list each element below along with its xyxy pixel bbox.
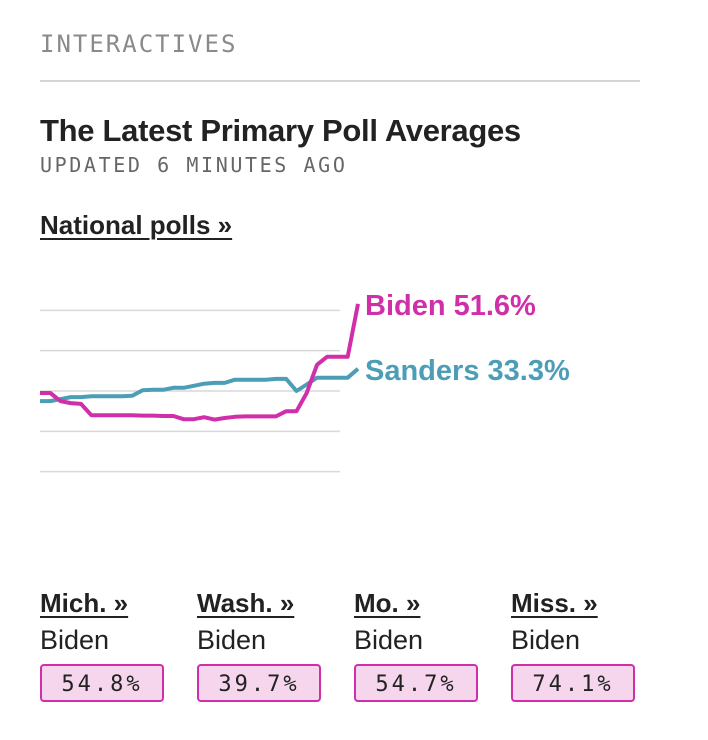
state-leader-pct-badge: 74.1%	[511, 664, 635, 702]
series-labels: Sanders 33.3% Biden 51.6%	[365, 290, 570, 387]
updated-timestamp: UPDATED 6 MINUTES AGO	[40, 153, 348, 177]
national-polls-link[interactable]: National polls »	[40, 210, 233, 240]
state-leader-name: Biden	[354, 625, 424, 655]
gridlines	[40, 309, 340, 473]
state-leader-name: Biden	[511, 625, 581, 655]
series-lines	[40, 303, 360, 422]
section-label: INTERACTIVES	[40, 30, 238, 58]
series-label-biden: Biden 51.6%	[365, 290, 536, 322]
series-label-sanders: Sanders 33.3%	[365, 355, 570, 387]
series-line-biden	[40, 303, 360, 422]
poll-line-chart: Sanders 33.3% Biden 51.6%	[40, 290, 570, 473]
state-link-wash[interactable]: Wash. »	[197, 588, 295, 618]
state-leader-name: Biden	[197, 625, 267, 655]
state-leader-name: Biden	[40, 625, 110, 655]
series-line-sanders	[40, 367, 360, 404]
state-result: Mich. » Biden 54.8%	[40, 588, 180, 702]
state-result: Miss. » Biden 74.1%	[511, 588, 651, 702]
state-result: Wash. » Biden 39.7%	[197, 588, 337, 702]
page-title: The Latest Primary Poll Averages	[40, 113, 521, 148]
state-result: Mo. » Biden 54.7%	[354, 588, 494, 702]
state-link-miss[interactable]: Miss. »	[511, 588, 598, 618]
state-link-mich[interactable]: Mich. »	[40, 588, 129, 618]
state-leader-pct-badge: 39.7%	[197, 664, 321, 702]
state-link-mo[interactable]: Mo. »	[354, 588, 421, 618]
state-results: Mich. » Biden 54.8% Wash. » Biden 39.7% …	[40, 588, 680, 718]
divider	[40, 80, 640, 82]
state-leader-pct-badge: 54.7%	[354, 664, 478, 702]
state-leader-pct-badge: 54.8%	[40, 664, 164, 702]
